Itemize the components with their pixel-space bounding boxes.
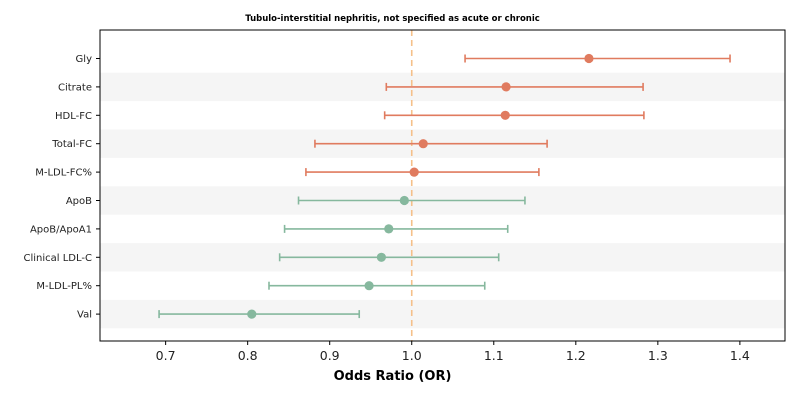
x-tick-label: 1.2 <box>566 348 586 363</box>
x-tick-label: 1.1 <box>484 348 504 363</box>
y-tick-label: Val <box>77 310 92 321</box>
y-tick-label: Total-FC <box>51 139 92 150</box>
y-tick-label: Clinical LDL-C <box>24 253 93 264</box>
y-axis: Gly Citrate HDL-FC Total-FC M-LDL-FC% ApoB Apo… <box>24 54 100 321</box>
x-tick-label: 1.4 <box>730 348 750 363</box>
point-estimate <box>399 195 409 206</box>
y-tick-label: Gly <box>76 54 93 65</box>
y-tick-label: M-LDL-FC% <box>35 168 92 179</box>
point-estimate <box>584 53 594 64</box>
plot-frame <box>99 29 786 342</box>
plot-marks <box>158 53 731 319</box>
y-tick-label: ApoB <box>66 196 92 207</box>
x-tick-label: 0.8 <box>238 348 258 363</box>
point-estimate <box>376 252 386 262</box>
point-estimate <box>364 281 374 291</box>
x-axis: 0.7 0.8 0.9 1.0 1.1 1.2 1.3 1.4 <box>156 341 750 363</box>
x-axis-label: Odds Ratio (OR) <box>334 369 452 384</box>
x-tick-label: 1.3 <box>648 348 668 363</box>
chart-title: Tubulo-interstitial nephritis, not speci… <box>245 14 540 24</box>
point-estimate <box>500 110 510 120</box>
point-estimate <box>409 167 419 177</box>
point-estimate <box>501 82 511 92</box>
x-tick-label: 0.7 <box>156 348 176 363</box>
y-tick-label: HDL-FC <box>55 111 92 122</box>
x-tick-label: 0.9 <box>320 348 340 363</box>
y-tick-label: Citrate <box>58 82 92 93</box>
point-estimate <box>247 309 257 319</box>
x-tick-label: 1.0 <box>402 348 422 363</box>
y-tick-label: ApoB/ApoA1 <box>30 224 92 235</box>
point-estimate <box>418 139 428 149</box>
point-estimate <box>384 224 394 234</box>
y-tick-label: M-LDL-PL% <box>36 281 92 292</box>
